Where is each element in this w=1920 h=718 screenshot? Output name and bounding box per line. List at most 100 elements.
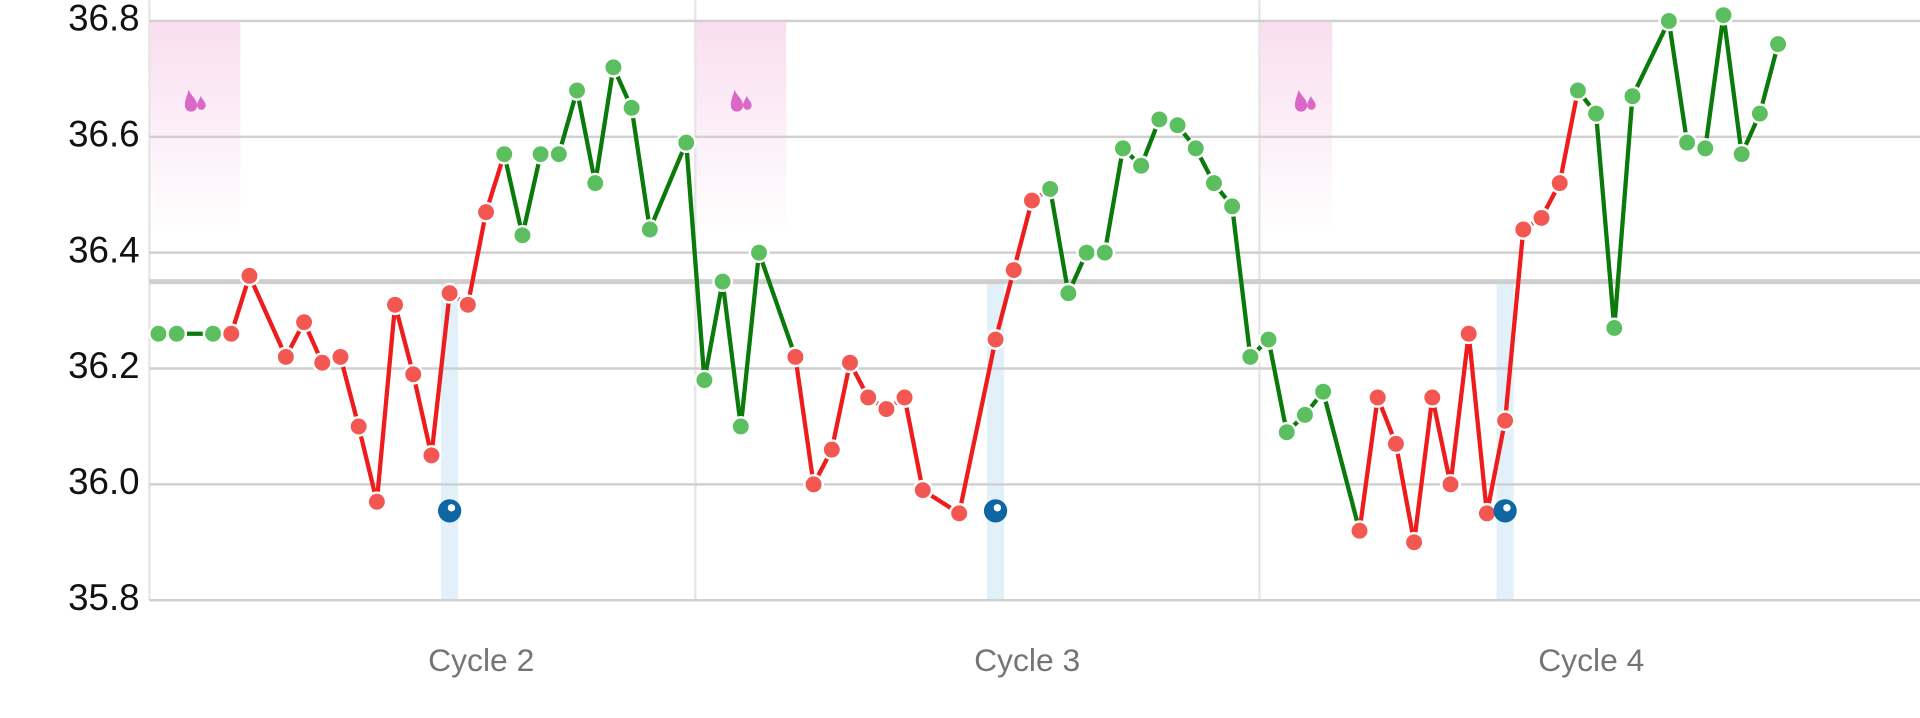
line-segment [411, 372, 434, 458]
y-tick-label: 36.0 [68, 461, 139, 502]
line-segment [1102, 146, 1126, 255]
line-segment [993, 267, 1016, 342]
cycle-label: Cycle 4 [1538, 642, 1644, 678]
data-point [1167, 114, 1188, 136]
line-segment [1466, 331, 1490, 516]
data-point [712, 271, 734, 293]
data-point [912, 479, 934, 501]
data-point [348, 416, 370, 437]
data-point [1440, 473, 1461, 495]
period-icon [1294, 89, 1316, 112]
data-point [948, 502, 970, 524]
line-segment [1666, 18, 1690, 145]
data-point [1531, 207, 1552, 229]
line-segment [1411, 395, 1435, 545]
line-segment [338, 354, 361, 429]
line-segment [902, 395, 925, 493]
line-segment [593, 65, 616, 186]
data-point [894, 387, 915, 408]
data-point [166, 323, 188, 345]
data-point [1403, 531, 1425, 553]
data-point [1603, 317, 1625, 339]
data-point [439, 282, 461, 304]
ovulation-dot-center [993, 504, 1002, 512]
line-segment [1721, 13, 1744, 157]
data-point [566, 80, 588, 101]
line-segment [465, 209, 489, 307]
line-segment [520, 152, 543, 238]
data-point [239, 265, 260, 287]
line-segment [629, 105, 652, 232]
line-segment [574, 88, 598, 186]
line-segment [957, 337, 998, 516]
data-point [1713, 4, 1734, 26]
y-tick-label: 36.4 [68, 229, 139, 270]
data-point [1239, 346, 1261, 368]
data-point [1312, 381, 1334, 403]
data-point [784, 346, 806, 368]
data-point [1258, 329, 1279, 350]
data-point [621, 97, 643, 119]
data-point [1094, 242, 1116, 264]
data-point [1003, 259, 1025, 281]
cycle-label: Cycle 2 [428, 642, 534, 678]
data-point [803, 473, 825, 495]
line-segment [1484, 418, 1508, 516]
drop [1294, 89, 1308, 112]
data-point [457, 294, 479, 316]
period-band [1259, 21, 1333, 236]
line-segment [1630, 18, 1672, 99]
line-segment [502, 152, 525, 238]
data-point [1622, 85, 1643, 107]
y-tick-label: 36.6 [68, 114, 139, 155]
data-point [275, 346, 297, 368]
data-point [603, 56, 624, 78]
data-point [1512, 219, 1534, 240]
data-point [1294, 404, 1316, 426]
line-segment [1357, 395, 1380, 533]
drop [730, 89, 744, 112]
data-point [1767, 33, 1789, 55]
drop [743, 95, 752, 110]
y-tick-label: 36.8 [68, 0, 139, 39]
line-segment [1703, 13, 1726, 151]
data-point [421, 444, 442, 466]
y-tick-label: 35.8 [68, 577, 139, 618]
data-point [512, 224, 533, 246]
data-point [748, 242, 770, 264]
data-point [1039, 178, 1061, 200]
data-point [1130, 155, 1152, 177]
ovulation-marker [1493, 499, 1517, 523]
data-point [639, 219, 661, 240]
data-point [1421, 387, 1443, 408]
data-point [493, 143, 515, 165]
line-segment [392, 302, 416, 377]
line-segment [1048, 186, 1071, 296]
data-point [1676, 132, 1698, 154]
ovulation-marker [438, 499, 462, 523]
data-point [402, 363, 424, 385]
data-point [1185, 137, 1207, 159]
data-point [694, 369, 715, 391]
data-point [1148, 109, 1170, 130]
data-point [821, 439, 843, 461]
line-segment [720, 279, 743, 429]
data-point [1349, 520, 1370, 542]
data-point [857, 387, 879, 408]
data-point [1549, 172, 1571, 194]
drop [197, 95, 206, 110]
data-point [1585, 103, 1607, 125]
line-segment [1612, 94, 1635, 331]
drop [184, 89, 198, 112]
line-segment [1229, 204, 1253, 360]
ovulation-marker [983, 499, 1008, 523]
data-point [1385, 433, 1407, 455]
line-segment [738, 250, 762, 429]
data-point [1694, 137, 1716, 159]
data-point [330, 346, 351, 368]
line-segment [829, 360, 853, 452]
data-point [293, 311, 315, 333]
data-point [1731, 143, 1753, 165]
line-segment [1448, 331, 1471, 487]
